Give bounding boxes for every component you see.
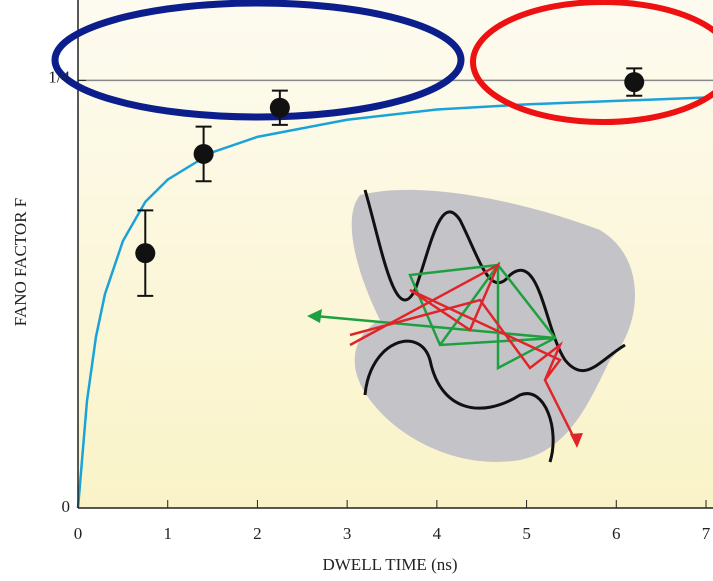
data-point [269, 97, 290, 118]
y-tick-label: 0 [62, 497, 71, 516]
x-tick-label: 2 [253, 524, 262, 543]
x-axis-label: DWELL TIME (ns) [322, 555, 457, 574]
wall-line [363, 339, 555, 463]
wall-line [363, 189, 626, 373]
arrow-head [570, 433, 583, 448]
data-point [193, 143, 214, 164]
x-tick-label: 1 [163, 524, 172, 543]
inset-diagram [307, 189, 635, 463]
x-tick-label: 5 [522, 524, 531, 543]
x-tick-label: 6 [612, 524, 621, 543]
highlight-ellipse [470, 0, 713, 125]
y-tick-label: 1/4 [48, 67, 70, 86]
highlight-ellipse [51, 0, 465, 121]
x-tick-label: 4 [433, 524, 442, 543]
red-trajectory [349, 262, 577, 441]
green-trajectory [314, 261, 557, 371]
x-tick-label: 7 [702, 524, 711, 543]
x-tick-label: 0 [74, 524, 83, 543]
y-axis-label: FANO FACTOR F [11, 198, 30, 326]
x-tick-label: 3 [343, 524, 352, 543]
cavity-shape [351, 189, 635, 462]
data-point [624, 72, 645, 93]
data-point [135, 243, 156, 264]
arrow-head [307, 309, 322, 323]
